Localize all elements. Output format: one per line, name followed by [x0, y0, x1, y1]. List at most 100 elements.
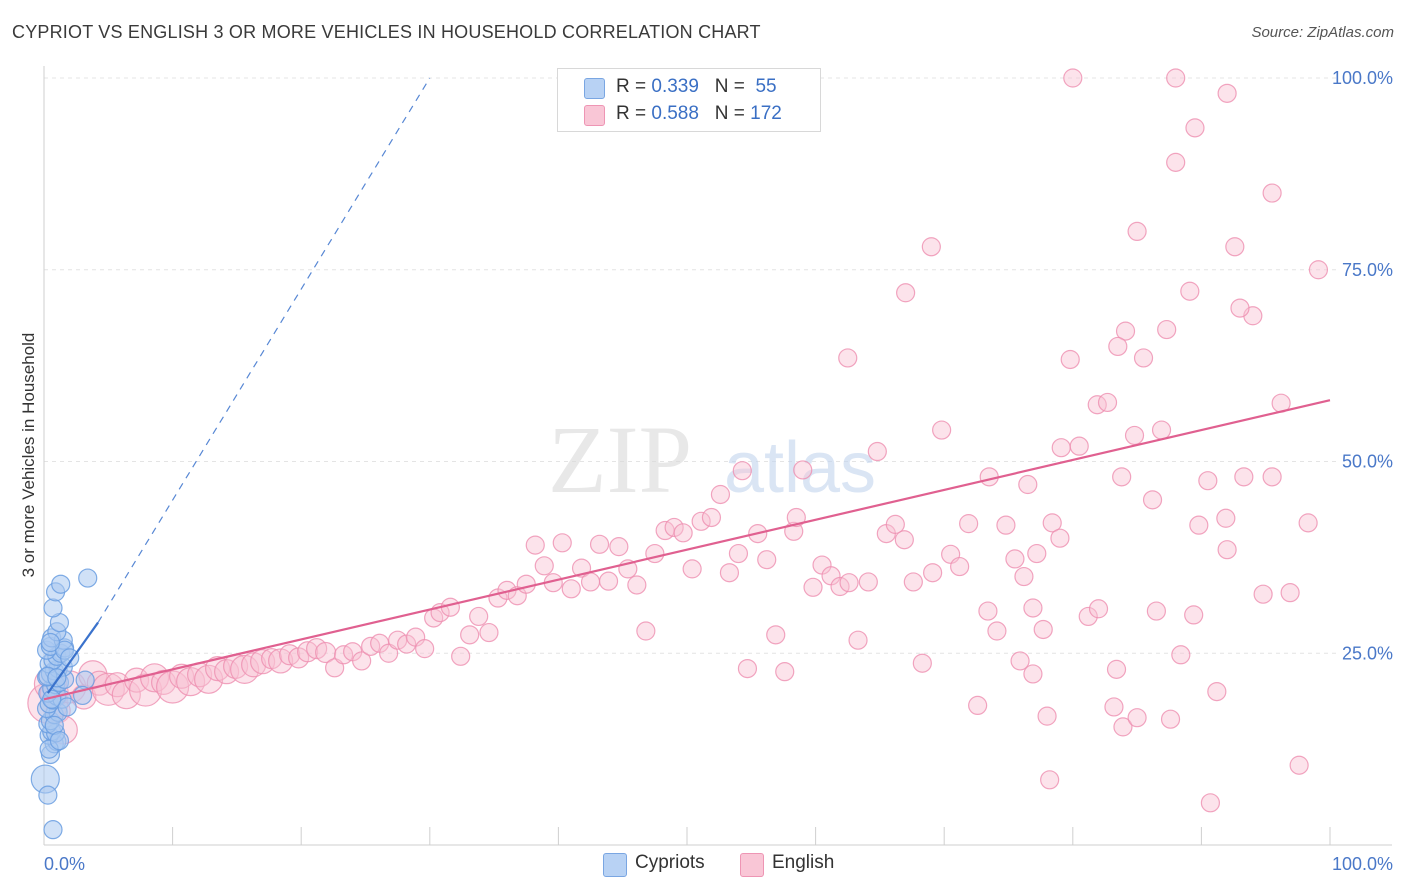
watermark-atlas: atlas	[724, 428, 876, 508]
english-point	[1097, 392, 1118, 413]
cypriots-legend-swatch	[603, 853, 627, 877]
english-point	[1184, 605, 1204, 625]
english-point	[1253, 584, 1273, 604]
english-point	[858, 572, 878, 592]
english-point	[1069, 436, 1089, 456]
english-point	[664, 517, 684, 538]
english-point	[1234, 467, 1254, 487]
english-point	[932, 420, 952, 440]
english-point	[757, 550, 777, 570]
english-point	[987, 621, 1007, 641]
english-point	[268, 648, 294, 674]
legend-r-label: R =	[616, 76, 647, 97]
english-point	[1063, 68, 1083, 88]
english-point	[1108, 336, 1128, 357]
cypriot-point	[43, 820, 63, 840]
english-point	[903, 572, 923, 592]
cypriot-point	[49, 731, 70, 751]
english-point	[968, 695, 988, 716]
legend-r-value-cypriots: 0.339	[651, 76, 699, 97]
y-tick-label: 100.0%	[1332, 68, 1393, 88]
english-point	[1289, 755, 1309, 775]
english-point	[1124, 425, 1145, 446]
legend-n-value-english: 172	[750, 103, 782, 124]
cypriot-point	[38, 785, 58, 805]
english-point	[1040, 770, 1060, 790]
english-point	[516, 574, 536, 594]
english-point	[379, 643, 399, 663]
english-point	[921, 237, 941, 257]
english-point	[673, 523, 693, 543]
english-point	[561, 579, 581, 599]
english-point	[950, 556, 970, 577]
english-point	[169, 663, 195, 689]
english-point	[838, 348, 858, 368]
chart-title: CYPRIOT VS ENGLISH 3 OR MORE VEHICLES IN…	[12, 22, 761, 42]
english-point	[1280, 583, 1300, 603]
english-point	[803, 577, 823, 597]
english-point	[912, 653, 932, 673]
english-point	[534, 556, 554, 576]
english-point	[636, 621, 656, 641]
english-point	[775, 662, 795, 682]
english-point	[1166, 152, 1186, 172]
tick-labels: 25.0% 50.0% 75.0% 100.0% 0.0% 100.0%	[44, 68, 1393, 874]
english-point	[1198, 471, 1218, 491]
english-point	[627, 575, 647, 595]
english-point	[959, 514, 979, 534]
correlation-legend: R = 0.339 N = 55 R = 0.588 N = 172	[557, 68, 821, 132]
axes	[43, 66, 1392, 846]
english-point	[1106, 659, 1127, 679]
english-point	[1171, 645, 1191, 665]
watermark: ZIP atlas	[548, 406, 876, 513]
english-point	[1010, 651, 1030, 671]
english-point	[1230, 298, 1250, 318]
english-point	[793, 460, 813, 480]
english-point	[91, 672, 125, 706]
english-point	[1207, 681, 1227, 702]
english-point	[460, 625, 480, 645]
english-point	[552, 533, 572, 553]
english-point	[1023, 664, 1043, 684]
english-point	[701, 507, 722, 528]
english-point	[1018, 474, 1038, 495]
english-point	[1225, 237, 1245, 257]
english-point	[1051, 438, 1071, 458]
english-point	[1142, 490, 1163, 510]
english-point	[156, 670, 190, 704]
english-point	[978, 601, 998, 621]
cypriots-swatch	[584, 78, 605, 99]
legend-r-label: R =	[616, 103, 647, 124]
y-tick-label: 50.0%	[1342, 452, 1393, 472]
english-point	[1262, 183, 1282, 203]
english-point	[1042, 513, 1062, 533]
cypriot-point	[43, 598, 63, 618]
english-point	[839, 573, 859, 593]
y-axis-label: 3 or more Vehicles in Household	[19, 333, 38, 578]
english-point	[580, 572, 601, 592]
english-point	[1088, 599, 1109, 619]
english-point	[352, 651, 372, 671]
english-point	[1217, 540, 1237, 560]
x-tick-label: 100.0%	[1332, 854, 1393, 874]
english-point	[315, 641, 337, 664]
english-point	[1113, 717, 1133, 737]
english-point	[894, 530, 914, 550]
english-point	[996, 515, 1016, 535]
legend-n-value-cypriots: 55	[755, 76, 777, 97]
y-tick-label: 25.0%	[1342, 643, 1393, 663]
english-point	[589, 534, 610, 554]
english-point	[737, 658, 758, 679]
english-point	[479, 622, 499, 643]
source-label: Source: ZipAtlas.com	[1251, 24, 1394, 41]
english-point	[885, 514, 905, 534]
english-point	[1050, 528, 1070, 548]
english-point	[1112, 467, 1132, 487]
english-point	[691, 511, 711, 531]
english-point	[1217, 83, 1237, 103]
english-point	[1180, 281, 1200, 301]
english-point	[1115, 321, 1136, 341]
y-tick-label: 75.0%	[1342, 260, 1393, 280]
english-point	[1133, 348, 1154, 368]
english-point	[1104, 697, 1124, 717]
